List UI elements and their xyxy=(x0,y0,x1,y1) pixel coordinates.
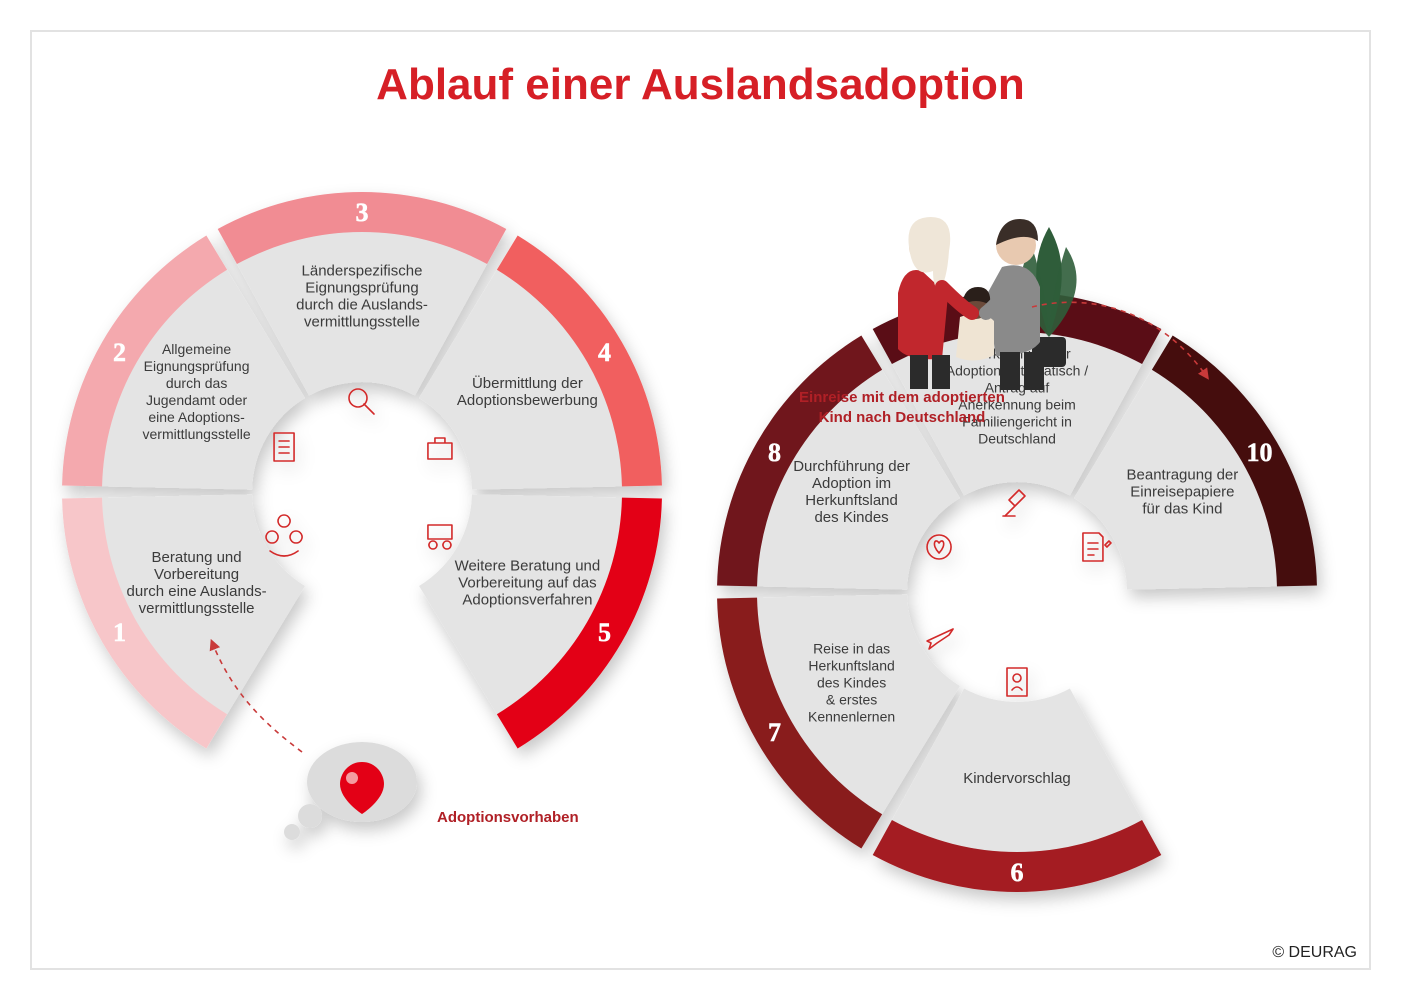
segment-label-7-1: Herkunftsland xyxy=(808,658,894,674)
segment-label-10-0: Beantragung der xyxy=(1127,467,1239,484)
caption-einreise-1: Einreise mit dem adoptierten xyxy=(799,389,1005,406)
segment-label-7-4: Kennenlernen xyxy=(808,709,895,725)
segment-number-3: 3 xyxy=(356,198,369,227)
segment-label-1-1: Vorbereitung xyxy=(154,566,239,583)
diagram-svg: 1 Beratung undVorbereitungdurch eine Ausl… xyxy=(32,32,1373,972)
segment-label-2-5: vermittlungsstelle xyxy=(143,426,251,442)
segment-label-3-3: vermittlungsstelle xyxy=(304,314,420,331)
segment-label-8-2: Herkunftsland xyxy=(805,492,898,509)
segment-label-8-0: Durchführung der xyxy=(793,458,910,475)
copyright: © DEURAG xyxy=(1272,944,1357,962)
segment-label-7-2: des Kindes xyxy=(817,675,886,691)
segment-number-5: 5 xyxy=(598,618,611,647)
segment-label-2-2: durch das xyxy=(166,375,227,391)
segment-label-8-3: des Kindes xyxy=(814,509,888,526)
segment-label-9-5: Deutschland xyxy=(978,431,1056,447)
segment-number-6: 6 xyxy=(1011,858,1024,887)
segment-icon-6 xyxy=(1007,668,1027,696)
infographic-card: Ablauf einer Auslandsadoption 1Beratung … xyxy=(30,30,1371,970)
segment-label-2-3: Jugendamt oder xyxy=(146,392,248,408)
segment-icon-2 xyxy=(274,433,294,461)
segment-label-4-1: Adoptionsbewerbung xyxy=(457,392,598,409)
segment-label-2-4: eine Adoptions- xyxy=(148,409,245,425)
segment-icon-8 xyxy=(927,535,951,559)
segment-number-2: 2 xyxy=(113,338,126,367)
segment-label-10-1: Einreisepapiere xyxy=(1130,484,1234,501)
segment-label-1-0: Beratung und xyxy=(152,549,242,566)
segment-label-2-0: Allgemeine xyxy=(162,341,231,357)
segment-label-3-1: Eignungsprüfung xyxy=(305,280,418,297)
segment-number-10: 10 xyxy=(1246,438,1272,467)
segment-icon-7 xyxy=(927,629,953,649)
segment-label-5-0: Weitere Beratung und xyxy=(455,558,601,575)
segment-label-1-2: durch eine Auslands- xyxy=(127,583,267,600)
segment-label-3-0: Länderspezifische xyxy=(302,263,423,280)
segment-label-10-2: für das Kind xyxy=(1142,501,1222,518)
segment-label-3-2: durch die Auslands- xyxy=(296,297,428,314)
segment-icon-9 xyxy=(1003,490,1025,516)
segment-number-8: 8 xyxy=(768,438,781,467)
segment-number-1: 1 xyxy=(113,618,126,647)
segment-label-4-0: Übermittlung der xyxy=(472,374,583,392)
segment-label-5-2: Adoptionsverfahren xyxy=(462,592,592,609)
segment-icon-5 xyxy=(428,525,452,549)
segment-label-7-0: Reise in das xyxy=(813,641,890,657)
segment-icon-3 xyxy=(349,389,374,414)
segment-label-2-1: Eignungsprüfung xyxy=(144,358,250,374)
segment-label-6-0: Kindervorschlag xyxy=(963,770,1071,787)
segment-label-1-3: vermittlungsstelle xyxy=(139,600,255,617)
segment-icon-4 xyxy=(428,438,452,459)
segment-label-5-1: Vorbereitung auf das xyxy=(458,575,596,592)
segment-icon-1 xyxy=(266,515,302,556)
segment-icon-10 xyxy=(1083,533,1111,561)
left-wheel: 1 Beratung undVorbereitungdurch eine Ausl… xyxy=(62,192,662,748)
segment-number-4: 4 xyxy=(598,338,611,367)
segment-label-8-1: Adoption im xyxy=(812,475,891,492)
segment-number-7: 7 xyxy=(768,718,781,747)
caption-adoptionsvorhaben: Adoptionsvorhaben xyxy=(437,809,579,826)
caption-einreise-2: Kind nach Deutschland xyxy=(819,409,986,426)
thought-bubble-icon xyxy=(284,742,417,840)
segment-label-7-3: & erstes xyxy=(826,692,877,708)
